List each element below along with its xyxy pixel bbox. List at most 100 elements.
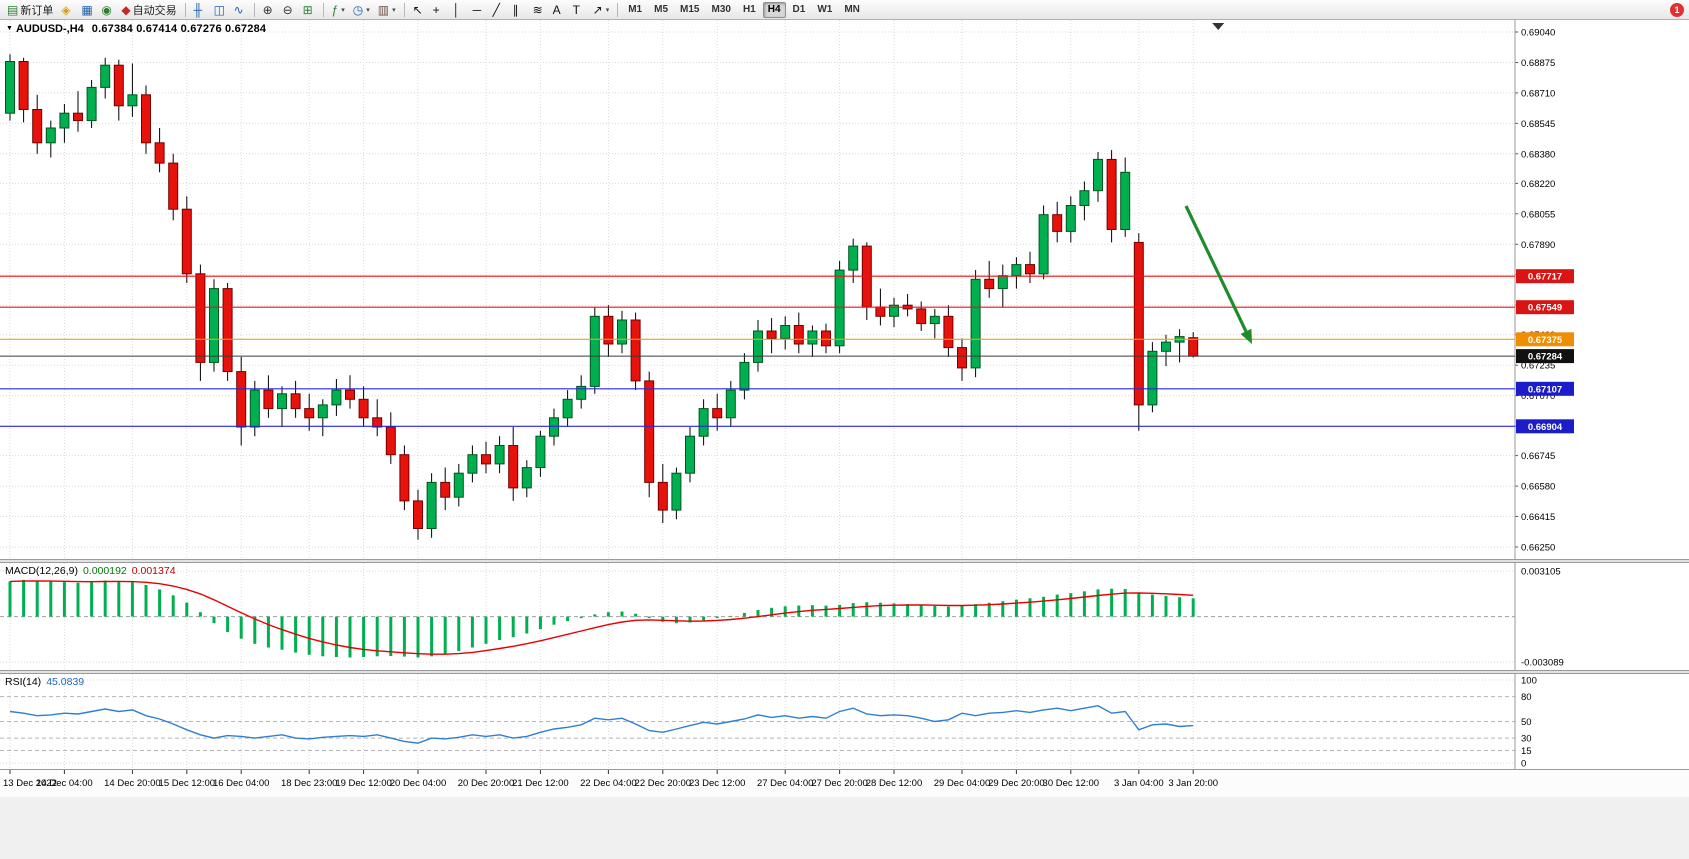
fibonacci-button[interactable]: ≋: [529, 1, 549, 19]
price-tick-label: 0.68220: [1521, 179, 1555, 190]
price-tick-label: 0.67070: [1521, 391, 1555, 402]
candle: [1133, 233, 1144, 431]
zoom-out-icon: ⊖: [282, 2, 293, 17]
line-chart-button[interactable]: ∿: [230, 1, 250, 19]
market-watch-button[interactable]: ▦: [77, 1, 97, 19]
rsi-panel: 100 80 50 30 15 0 RSI(14) 45.0839: [0, 674, 1689, 769]
candle: [1052, 201, 1063, 243]
time-tick-label: 14 Dec 20:00: [104, 778, 161, 789]
channel-icon: ∥: [512, 2, 519, 17]
label-button[interactable]: T: [569, 1, 589, 19]
autotrading-icon: ◆: [121, 2, 131, 17]
candle: [1106, 150, 1117, 243]
cursor-button[interactable]: ↖: [409, 1, 429, 19]
new-order-button[interactable]: ▤ 新订单: [3, 1, 57, 19]
zoom-out-button[interactable]: ⊖: [279, 1, 299, 19]
timeframe-m30[interactable]: M30: [711, 3, 731, 15]
candle: [440, 467, 451, 511]
rsi-tick-label: 15: [1521, 746, 1532, 757]
timeframe-w1[interactable]: W1: [817, 3, 833, 15]
candle: [304, 393, 315, 431]
chart-shift-marker[interactable]: [1212, 23, 1225, 30]
panel-splitter[interactable]: [0, 559, 1689, 563]
panel-splitter[interactable]: [0, 670, 1689, 674]
time-tick-label: 29 Dec 20:00: [988, 778, 1045, 789]
rsi-tick-label: 100: [1521, 676, 1537, 687]
rsi-tick-label: 50: [1521, 717, 1532, 728]
bar-chart-button[interactable]: ╫: [190, 1, 210, 19]
timeframe-d1[interactable]: D1: [792, 3, 806, 15]
candle: [413, 489, 423, 540]
candle: [100, 57, 111, 99]
candle: [222, 283, 233, 381]
templates-button[interactable]: ▥ ▾: [374, 1, 400, 19]
fibonacci-icon: ≋: [532, 2, 543, 17]
rsi-tick-label: 0: [1521, 759, 1526, 770]
notification-badge[interactable]: 1: [1670, 3, 1684, 17]
candle: [562, 390, 573, 427]
candle: [970, 270, 981, 378]
candle: [345, 375, 355, 409]
time-axis[interactable]: 13 Dec 2022 14 Dec 04:00 14 Dec 20:00 15 De…: [0, 769, 1689, 797]
trend-arrow[interactable]: [1184, 205, 1252, 344]
vertical-line-button[interactable]: │: [449, 1, 469, 19]
timeframe-h1[interactable]: H1: [742, 3, 756, 15]
main-chart-canvas[interactable]: 0.69040 0.68875 0.68710 0.68545 0.68380 0.682…: [0, 20, 1689, 559]
text-button[interactable]: A: [549, 1, 569, 19]
candlestick-button[interactable]: ◫: [210, 1, 230, 19]
candle: [1147, 342, 1158, 413]
candle: [399, 445, 410, 511]
candle: [1174, 329, 1185, 363]
toolbar-separator: [617, 2, 619, 17]
timeframe-m5[interactable]: M5: [654, 3, 669, 15]
candle: [195, 264, 206, 381]
zoom-in-button[interactable]: ⊕: [259, 1, 279, 19]
crosshair-button[interactable]: +: [429, 1, 449, 19]
periods-button[interactable]: ◷ ▾: [349, 1, 374, 19]
candle: [86, 80, 97, 128]
candlestick-icon: ◫: [213, 2, 225, 17]
price-tick-label: 0.67890: [1521, 240, 1555, 251]
candle: [929, 308, 940, 339]
candle: [997, 264, 1008, 307]
candle: [793, 312, 804, 354]
candle: [1120, 157, 1131, 237]
periods-icon: ◷: [352, 2, 364, 17]
candle: [73, 91, 83, 132]
dropdown-caret-icon[interactable]: ▾: [392, 6, 396, 14]
timeframe-m1[interactable]: M1: [628, 3, 643, 15]
channel-button[interactable]: ∥: [509, 1, 529, 19]
candle: [589, 307, 600, 394]
autotrading-button[interactable]: ◆ 自动交易: [117, 1, 180, 19]
candle: [630, 312, 641, 391]
macd-canvas[interactable]: 0.003105 -0.003089: [0, 563, 1689, 670]
macd-label: MACD(12,26,9) 0.000192 0.001374: [5, 565, 176, 577]
svg-text:0.67717: 0.67717: [1528, 272, 1562, 283]
time-tick-label: 13 Dec 2022: [3, 778, 57, 789]
arrows-button[interactable]: ↗ ▾: [589, 1, 614, 19]
macd-panel: 0.003105 -0.003089 MACD(12,26,9) 0.000192 0…: [0, 563, 1689, 670]
candle: [725, 380, 736, 427]
candle: [916, 301, 927, 331]
dropdown-caret-icon[interactable]: ▾: [366, 6, 370, 14]
tile-windows-button[interactable]: ⊞: [299, 1, 319, 19]
sound-button[interactable]: ◉: [97, 1, 117, 19]
dropdown-caret-icon[interactable]: ▾: [341, 6, 345, 14]
price-tick-label: 0.66745: [1521, 451, 1555, 462]
price-badge: 0.67284: [1516, 349, 1574, 364]
candle: [59, 104, 70, 143]
candle: [807, 325, 818, 357]
trendline-button[interactable]: ╱: [489, 1, 509, 19]
timeframe-h4[interactable]: H4: [762, 1, 786, 18]
dropdown-caret-icon[interactable]: ▾: [605, 6, 610, 14]
candle: [1065, 196, 1076, 243]
indicators-button[interactable]: ƒ ▾: [328, 1, 349, 19]
candle: [249, 380, 260, 437]
horizontal-line-button[interactable]: ─: [469, 1, 489, 19]
candle: [644, 371, 655, 498]
timeframe-m15[interactable]: M15: [680, 3, 700, 15]
metaeditor-button[interactable]: ◈: [57, 1, 77, 19]
timeframe-mn[interactable]: MN: [844, 3, 860, 15]
candle: [481, 441, 491, 474]
